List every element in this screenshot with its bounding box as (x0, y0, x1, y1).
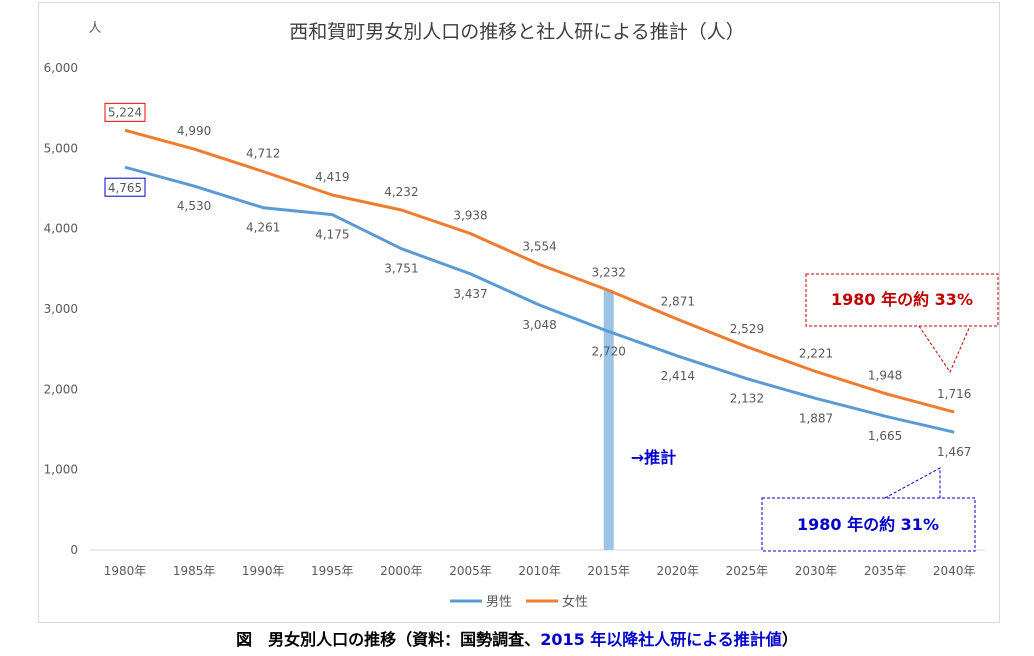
annotation-text-female: 1980 年の約 33% (831, 290, 973, 309)
x-tick-label: 2005年 (449, 564, 492, 578)
caption-prefix: 図 男女別人口の推移（資料：国勢調査、 (236, 630, 541, 649)
caption-highlight: 2015 年以降社人研による推計値 (540, 630, 782, 649)
x-tick-label: 2035年 (864, 564, 907, 578)
x-tick-label: 1985年 (173, 564, 216, 578)
y-axis-unit-label: 人 (88, 21, 101, 36)
legend-label-female: 女性 (562, 594, 588, 610)
data-label-male: 3,437 (453, 287, 487, 301)
data-label-female: 5,224 (108, 105, 142, 119)
x-tick-label: 2020年 (657, 564, 700, 578)
data-label-male: 1,467 (937, 445, 971, 459)
series-line-male (124, 165, 955, 434)
data-label-male: 4,765 (108, 181, 142, 195)
annotation-box-female (805, 273, 999, 327)
x-tick-label: 1990年 (242, 564, 285, 578)
annotation-pointer-female (918, 325, 971, 374)
projection-label: →推計 (631, 448, 676, 467)
x-tick-label: 2000年 (380, 564, 423, 578)
annotation-box-male (761, 497, 976, 552)
data-label-female: 4,712 (246, 146, 280, 160)
data-label-female: 1,948 (868, 369, 902, 383)
data-label-male: 2,414 (661, 369, 695, 383)
data-label-female: 4,419 (315, 170, 349, 184)
x-tick-label: 2010年 (518, 564, 561, 578)
data-label-female: 1,716 (937, 387, 971, 401)
data-label-female: 2,529 (730, 322, 764, 336)
data-label-male: 2,132 (730, 392, 764, 406)
x-tick-label: 2030年 (795, 564, 838, 578)
data-label-male: 4,175 (315, 228, 349, 242)
legend-label-male: 男性 (486, 595, 512, 610)
data-label-female: 3,938 (453, 209, 487, 223)
data-label-male: 3,751 (384, 262, 418, 276)
projection-marker-bar (603, 290, 614, 550)
data-label-male: 4,261 (246, 221, 280, 235)
data-label-male: 2,720 (592, 344, 626, 358)
data-label-female: 3,232 (592, 265, 626, 279)
first-value-highlight-box (104, 177, 146, 197)
y-tick-label: 2,000 (44, 382, 78, 396)
data-label-female: 4,232 (384, 185, 418, 199)
x-tick-label: 2040年 (933, 564, 976, 578)
first-value-highlight-box (104, 102, 146, 122)
y-tick-label: 4,000 (44, 222, 78, 236)
annotation-text-male: 1980 年の約 31% (797, 515, 939, 534)
annotation-pointer-male (884, 467, 941, 499)
data-label-male: 1,665 (868, 429, 902, 443)
y-tick-label: 3,000 (44, 302, 78, 316)
data-label-male: 4,530 (177, 199, 211, 213)
chart-title: 西和賀町男女別人口の推移と社人研による推計（人） (289, 21, 744, 43)
data-label-male: 1,887 (799, 411, 833, 425)
data-label-male: 3,048 (522, 318, 556, 332)
x-tick-label: 1980年 (104, 564, 147, 578)
x-tick-label: 1995年 (311, 564, 354, 578)
data-label-female: 4,990 (177, 124, 211, 138)
y-tick-label: 5,000 (44, 141, 78, 155)
y-tick-label: 1,000 (44, 463, 78, 477)
y-tick-label: 6,000 (44, 61, 78, 75)
data-label-female: 3,554 (522, 239, 556, 253)
y-tick-label: 0 (70, 543, 78, 557)
x-tick-label: 2015年 (587, 564, 630, 578)
x-tick-label: 2025年 (726, 564, 769, 578)
figure-caption: 図 男女別人口の推移（資料：国勢調査、2015 年以降社人研による推計値） (0, 626, 1034, 650)
series-line-female (124, 128, 955, 414)
caption-suffix: ） (781, 630, 798, 649)
data-label-female: 2,221 (799, 347, 833, 361)
data-label-female: 2,871 (661, 294, 695, 308)
